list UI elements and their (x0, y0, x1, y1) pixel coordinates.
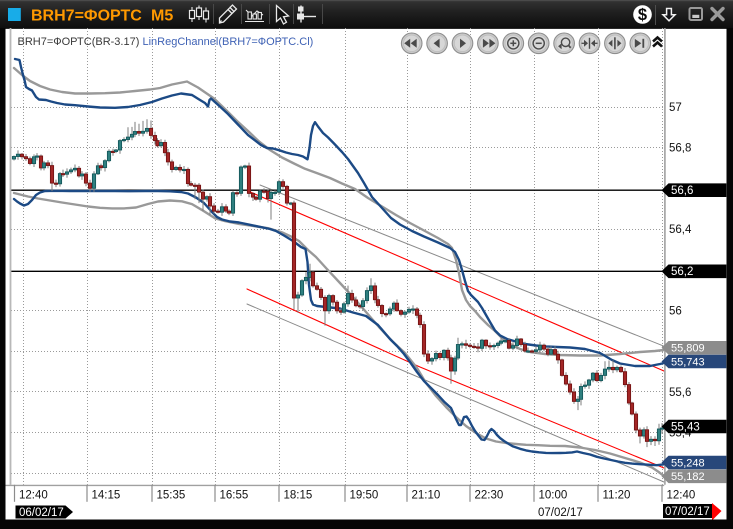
svg-text:56,4: 56,4 (669, 224, 692, 236)
svg-text:56,6: 56,6 (671, 185, 693, 197)
svg-text:16:55: 16:55 (220, 489, 249, 501)
svg-text:14:15: 14:15 (92, 489, 121, 501)
svg-text:56: 56 (669, 306, 682, 318)
svg-text:56,2: 56,2 (671, 266, 693, 278)
svg-text:BRH7=ФОРТС: BRH7=ФОРТС (31, 8, 142, 25)
svg-text:55,248: 55,248 (671, 457, 705, 469)
svg-text:LinRegChannel(BRH7=ФОРТС.Cl): LinRegChannel(BRH7=ФОРТС.Cl) (143, 36, 314, 48)
svg-text:56,8: 56,8 (669, 143, 691, 155)
svg-text:$: $ (638, 6, 647, 24)
svg-text:BRH7=ФОРТС(BR-3.17): BRH7=ФОРТС(BR-3.17) (18, 36, 140, 48)
svg-text:22:30: 22:30 (475, 489, 504, 501)
svg-text:18:15: 18:15 (284, 489, 313, 501)
svg-text:55,809: 55,809 (671, 343, 705, 355)
svg-text:12:40: 12:40 (19, 489, 48, 501)
svg-text:07/02/17: 07/02/17 (538, 507, 583, 519)
svg-text:55,182: 55,182 (671, 471, 705, 483)
svg-text:11:20: 11:20 (603, 489, 631, 501)
svg-text:07/02/17: 07/02/17 (665, 506, 710, 518)
svg-text:15:35: 15:35 (157, 489, 186, 501)
svg-text:55,743: 55,743 (671, 356, 705, 368)
svg-text:06/02/17: 06/02/17 (19, 507, 64, 519)
svg-text:12:40: 12:40 (667, 489, 696, 501)
svg-text:55,43: 55,43 (671, 421, 700, 433)
svg-text:57: 57 (669, 102, 682, 114)
svg-text:55,6: 55,6 (669, 387, 691, 399)
svg-text:10:00: 10:00 (539, 489, 568, 501)
svg-text:21:10: 21:10 (412, 489, 441, 501)
svg-text:M5: M5 (151, 8, 173, 25)
svg-text:19:50: 19:50 (350, 489, 379, 501)
